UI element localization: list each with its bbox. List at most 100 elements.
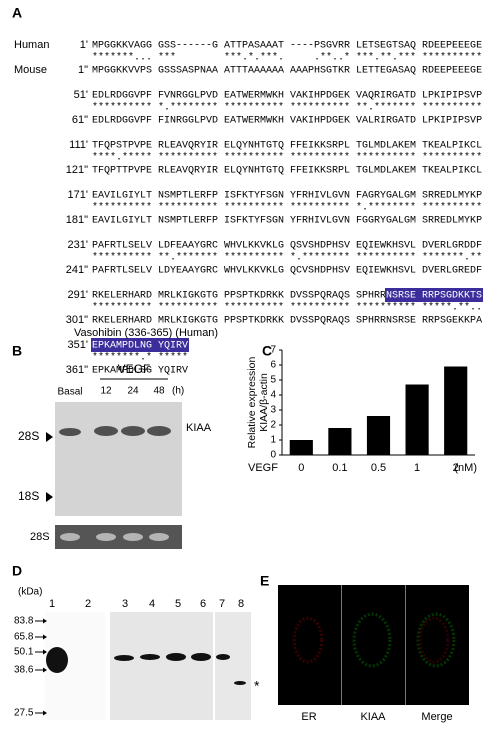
western-blot — [110, 612, 213, 720]
x-tick-label: 0 — [298, 462, 304, 474]
position-label: 181" — [66, 214, 88, 226]
micrograph — [278, 585, 341, 705]
micrograph — [406, 585, 469, 705]
species-label: Human — [14, 39, 49, 51]
y-axis-label: Relative expression — [246, 357, 258, 449]
mouse-sequence: EPKAMPDLSG YQIRV — [92, 366, 188, 377]
bar — [366, 416, 391, 455]
mouse-sequence: TFQPTTPVPE RLEAVQRYIR ELQYNHTGTQ FFEIKKS… — [92, 166, 482, 177]
bar — [328, 428, 352, 455]
human-sequence: MPGGKKVAGG GSS------G ATTPASAAAT ----PSG… — [92, 41, 482, 52]
marker-arrowhead — [43, 667, 47, 673]
y-tick-label: 5 — [270, 375, 276, 386]
marker-arrowhead — [43, 649, 47, 655]
x-tick-label: 0.5 — [371, 462, 386, 474]
mw-marker: 50.1 — [14, 647, 34, 658]
human-sequence: EAVILGIYLT NSMPTLERFP ISFKTYFSGN YFRHIVL… — [92, 191, 482, 202]
human-sequence: PAFRTLSELV LDFEAAYGRC WHVLKKVKLG QSVSHDP… — [92, 241, 482, 252]
western-bands — [46, 647, 246, 685]
position-label: 51' — [74, 89, 88, 101]
y-tick-label: 0 — [270, 450, 276, 461]
bar — [289, 440, 313, 455]
position-label: 241" — [66, 264, 88, 276]
northern-blot — [55, 402, 182, 516]
lane-label: 12 — [100, 386, 112, 397]
bar — [405, 384, 429, 455]
unit-label: (kDa) — [18, 587, 42, 598]
position-label: 301" — [66, 314, 88, 326]
y-tick-label: 3 — [270, 405, 276, 416]
match-line: ********.* ***** — [92, 352, 188, 364]
loading-bands — [60, 533, 169, 541]
mouse-sequence: RKELERHARD MRLKIGKGTG PPSPTKDRKK DVSSPQR… — [92, 316, 482, 327]
position-label: 351' — [68, 339, 88, 351]
lane-label: 24 — [127, 386, 139, 397]
match-line: ********** *.******** ********** *******… — [92, 102, 482, 114]
lane-label: 48 — [153, 386, 165, 397]
channel-label: KIAA — [360, 711, 386, 723]
lane-number: 6 — [200, 598, 206, 610]
match-line: ********** ********** ********** *******… — [92, 202, 482, 214]
arrowhead — [46, 432, 53, 442]
mw-marker: 65.8 — [14, 632, 34, 643]
highlighted-sequence: NSRSE RRPSGDKKTS — [386, 291, 482, 302]
band-label: KIAA — [186, 422, 212, 434]
position-label: 231' — [68, 239, 88, 251]
x-tick-label: 2 — [453, 462, 459, 474]
mouse-sequence: EAVILGIYLT NSMPTLERFP ISFKTYFSGN YFRHIVL… — [92, 216, 482, 227]
channel-label: Merge — [421, 711, 452, 723]
position-label: 171' — [68, 189, 88, 201]
x-axis-unit: (nM) — [454, 462, 477, 474]
marker-label: 28S — [18, 429, 39, 443]
highlight-box — [91, 338, 189, 352]
lane-number: 7 — [219, 598, 225, 610]
y-axis-label: KIAA/β-actin — [258, 373, 270, 432]
highlighted-sequence: EPKAMPDLNG YQIRV — [92, 341, 188, 352]
arrowhead — [46, 492, 53, 502]
species-label: Mouse — [14, 64, 47, 76]
x-axis-label: VEGF — [248, 462, 278, 474]
marker-arrowhead — [43, 634, 47, 640]
y-tick-label: 4 — [270, 390, 276, 401]
cell-stain — [292, 612, 456, 668]
position-label: 111' — [69, 139, 88, 151]
lane-number: 4 — [149, 598, 155, 610]
western-blot — [215, 612, 251, 720]
position-label: 121" — [66, 164, 88, 176]
position-label: 291' — [68, 289, 88, 301]
time-unit: (h) — [172, 386, 184, 397]
marker-arrowhead — [43, 710, 47, 716]
lane-number: 5 — [175, 598, 181, 610]
loading-label: 28S — [30, 531, 50, 543]
lane-number: 3 — [122, 598, 128, 610]
x-tick-label: 1 — [414, 462, 420, 474]
x-tick-label: 0.1 — [332, 462, 347, 474]
y-tick-label: 1 — [270, 435, 276, 446]
bar — [444, 366, 468, 455]
annotation: Vasohibin (336-365) (Human) — [74, 327, 218, 339]
match-line: *******... *** ***.*.***. .**..* ***.**.… — [92, 52, 482, 64]
position-label: 1" — [78, 64, 88, 76]
panel-label: B — [12, 343, 22, 359]
panel-label: E — [260, 573, 269, 589]
panel-label: A — [12, 5, 22, 21]
highlight-box — [385, 288, 483, 302]
match-line: ********** **.******* ********** *.*****… — [92, 252, 482, 264]
match-line: ****.***** ********** ********** *******… — [92, 152, 482, 164]
panel-label: D — [12, 563, 22, 579]
treatment-label: VEGF — [118, 362, 151, 376]
mouse-sequence: EDLRDGGVPF FINRGGLPVD EATWERMWKH VAKIHPD… — [92, 116, 482, 127]
marker-label: 18S — [18, 489, 39, 503]
human-sequence: TFQPSTPVPE RLEAVQRYIR ELQYNHTGTQ FFEIKKS… — [92, 141, 482, 152]
marker-arrowhead — [43, 618, 47, 624]
lane-label: Basal — [57, 387, 82, 398]
match-line: ********** ********** ********** *******… — [92, 302, 482, 314]
mw-marker: 27.5 — [14, 708, 34, 719]
human-sequence: EDLRDGGVPF FVNRGGLPVD EATWERMWKH VAKIHPD… — [92, 91, 482, 102]
mouse-sequence: MPGGKKVVPS GSSSASPNAA ATTTAAAAAA AAAPHSG… — [92, 66, 482, 77]
position-label: 61" — [72, 114, 88, 126]
band-note: * — [254, 678, 260, 694]
y-tick-label: 2 — [270, 420, 276, 431]
human-sequence: RKELERHARD MRLKIGKGTG PPSPTKDRKK DVSSPQR… — [92, 291, 386, 302]
